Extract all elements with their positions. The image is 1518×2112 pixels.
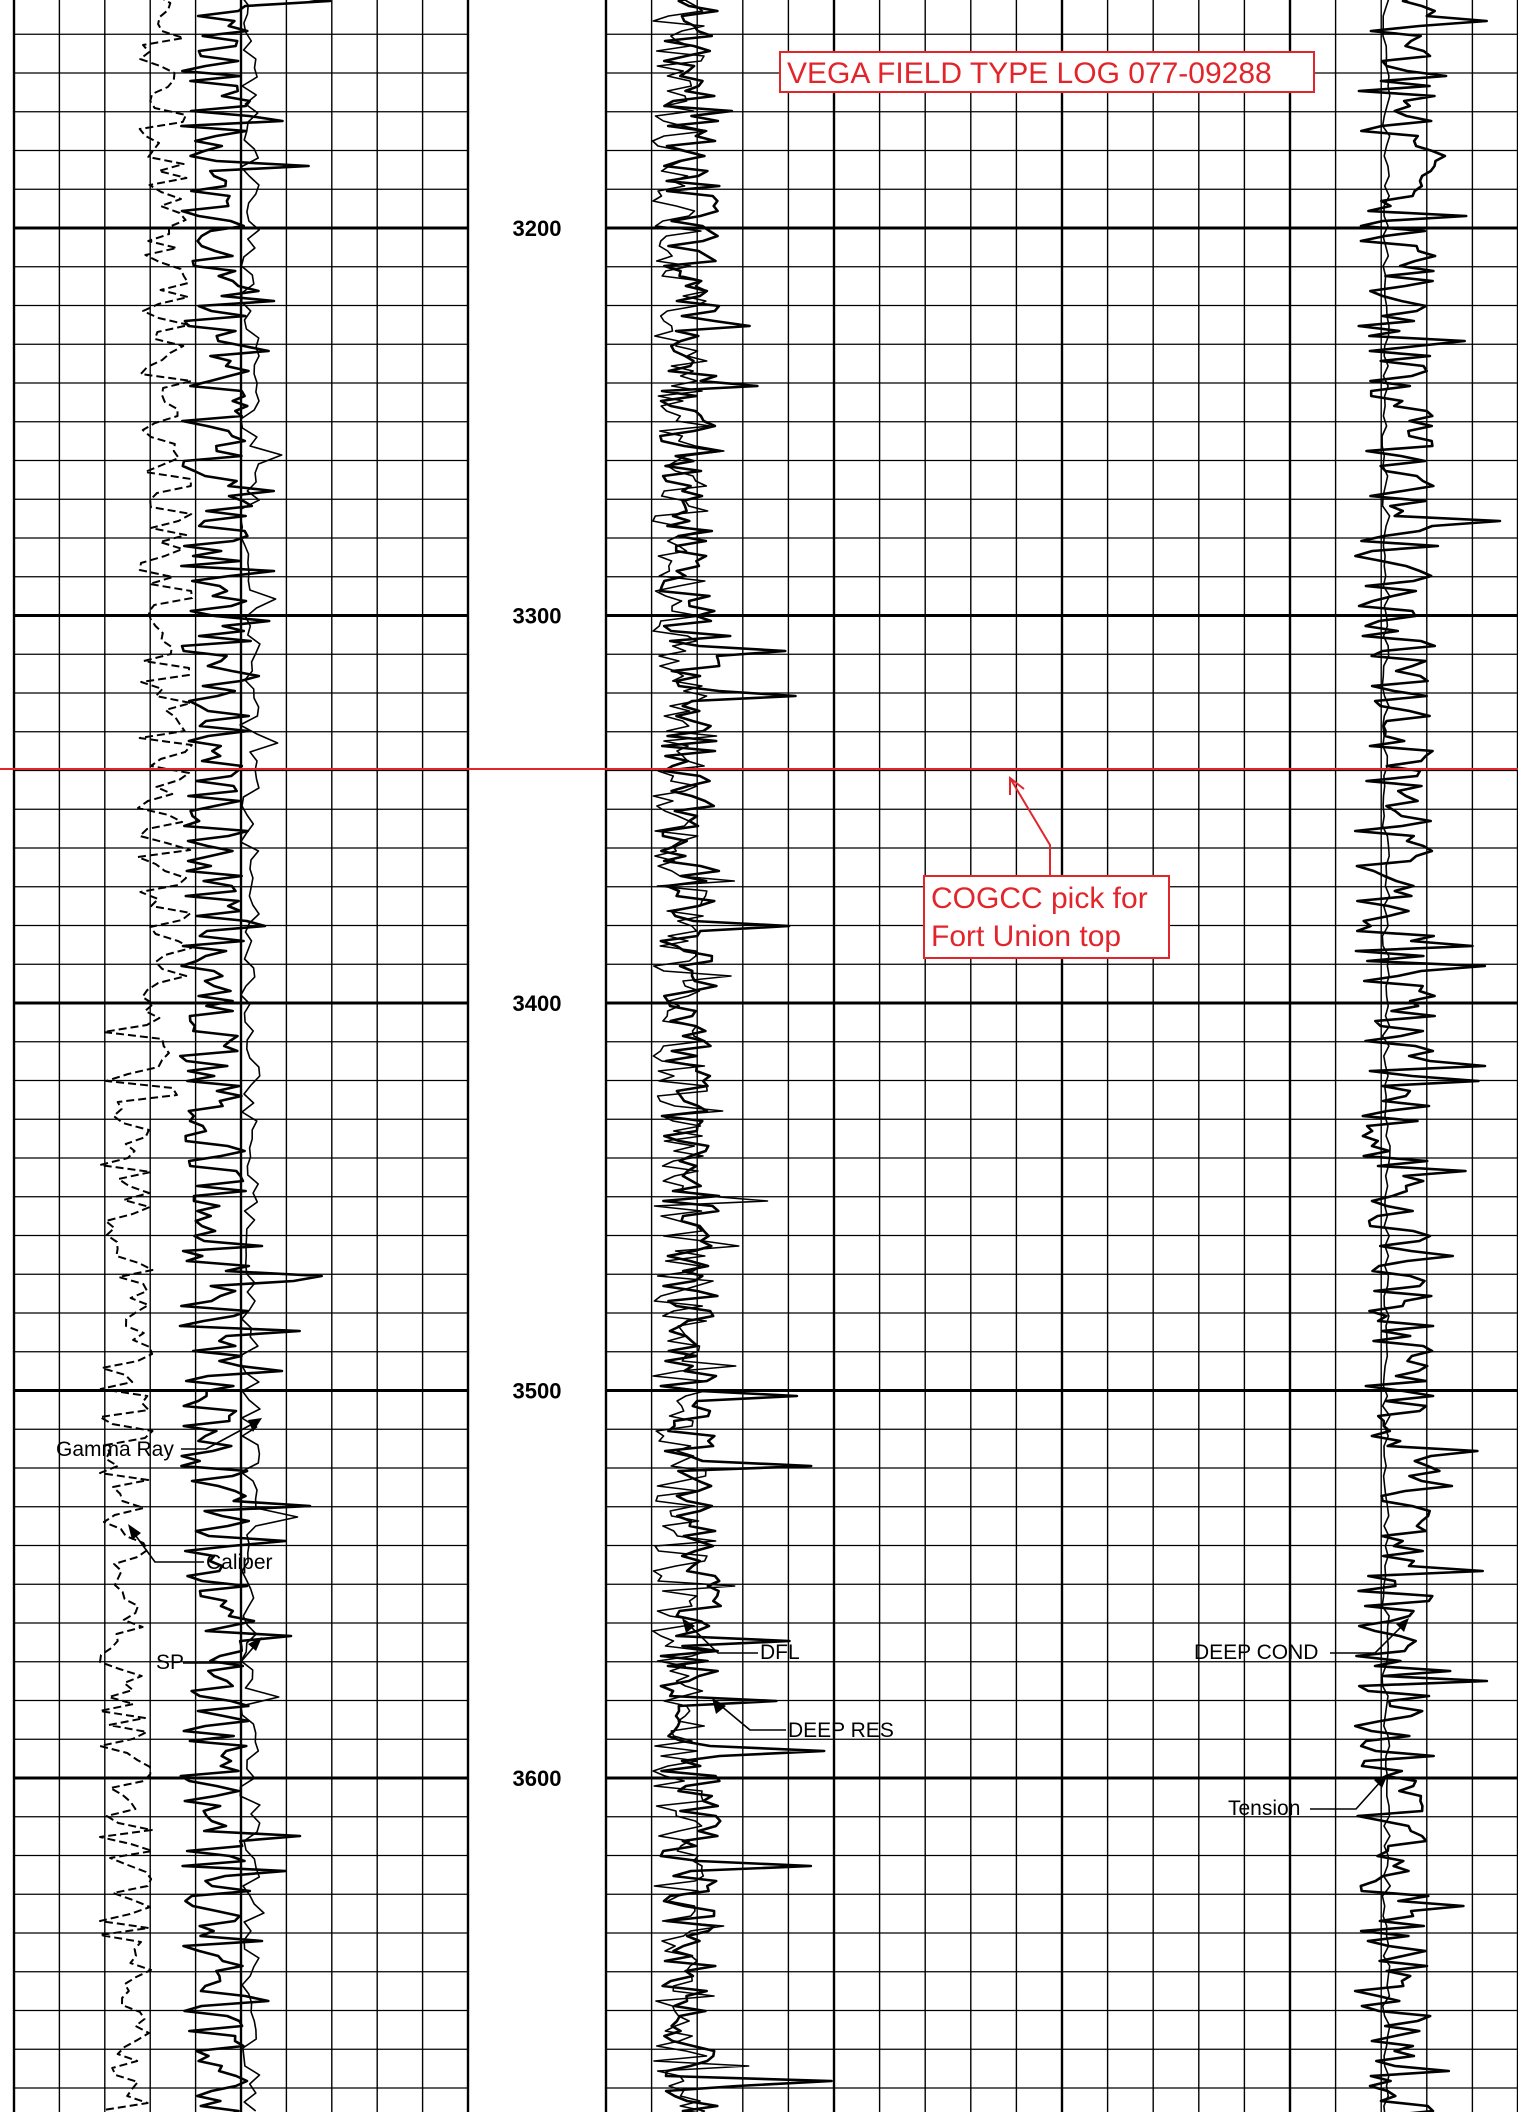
deep-res-label: DEEP RES: [788, 1719, 894, 1742]
sp-leader: [183, 1642, 258, 1664]
caliper-curve: [99, 0, 194, 2111]
deep-cond-leader: [1330, 1623, 1405, 1654]
depth-label-3600: 3600: [513, 1766, 562, 1791]
depth-label-3500: 3500: [513, 1379, 562, 1404]
pick-callout-leader: [1009, 777, 1051, 876]
title-box: [779, 51, 1315, 93]
deep-res-curve: [658, 0, 833, 2112]
pick-callout-line2: Fort Union top: [931, 920, 1121, 953]
tension-label: Tension: [1228, 1797, 1300, 1820]
deep-cond-arrowhead: [1396, 1618, 1409, 1632]
gamma-ray-curve: [178, 0, 332, 2112]
pick-callout-arrow: [1009, 775, 1025, 795]
tension-curve: [1381, 0, 1391, 2112]
gamma-ray-label: Gamma Ray: [56, 1438, 174, 1461]
gamma-ray-leader: [181, 1421, 257, 1450]
pick-callout-box: [923, 875, 1170, 959]
chart-title: VEGA FIELD TYPE LOG 077-09288: [787, 57, 1272, 90]
deep-res-arrowhead: [712, 1698, 726, 1714]
sp-arrowhead: [248, 1637, 262, 1651]
dfl-arrowhead: [682, 1618, 695, 1633]
annotations: COGCC pick for Fort Union top VEGA FIELD…: [0, 51, 1518, 959]
tension-arrowhead: [1374, 1774, 1388, 1788]
deep-res-leader: [719, 1704, 786, 1731]
depth-label-3200: 3200: [513, 216, 562, 241]
curve-labels: Gamma Ray Caliper SP DFL DEEP RES DEEP C…: [56, 1418, 1409, 1820]
gamma-ray-arrowhead: [248, 1418, 262, 1432]
log-curves: [99, 0, 1502, 2112]
deep-cond-label: DEEP COND: [1194, 1641, 1318, 1664]
depth-label-3300: 3300: [513, 604, 562, 629]
caliper-arrowhead: [128, 1524, 141, 1540]
depth-axis: 3200 3300 3400 3500 3600: [513, 216, 562, 1791]
depth-label-3400: 3400: [513, 991, 562, 1016]
dfl-leader: [687, 1623, 758, 1654]
dfl-label: DFL: [760, 1641, 800, 1664]
pick-callout-line1: COGCC pick for: [931, 882, 1148, 915]
caliper-leader: [132, 1531, 204, 1563]
sp-curve: [239, 0, 299, 2112]
sp-label: SP: [156, 1651, 184, 1674]
deep-cond-curve: [1353, 0, 1502, 2112]
caliper-label: Caliper: [206, 1551, 273, 1574]
tension-leader: [1310, 1779, 1383, 1810]
grid: [12, 0, 1518, 2112]
